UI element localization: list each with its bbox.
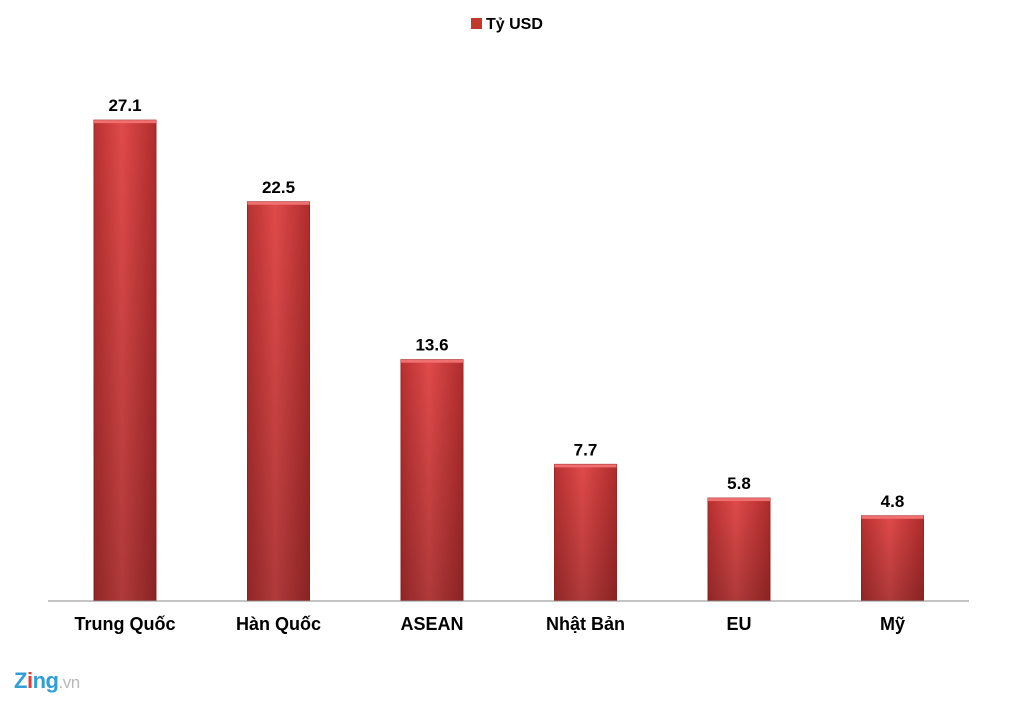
bar-shade bbox=[401, 359, 463, 601]
bar-2 bbox=[247, 201, 310, 602]
category-label: EU bbox=[726, 614, 751, 634]
bar-6 bbox=[861, 515, 924, 602]
value-labels-group: 27.1 22.5 13.6 7.7 5.8 4.8 bbox=[108, 96, 904, 511]
bar-top-highlight bbox=[401, 359, 463, 363]
bar-top-highlight bbox=[554, 464, 617, 468]
bar-3 bbox=[400, 359, 464, 602]
logo-domain: .vn bbox=[58, 673, 80, 692]
bar-top-highlight bbox=[708, 498, 770, 502]
category-label: Hàn Quốc bbox=[236, 614, 321, 634]
logo-letter-i: i bbox=[26, 668, 33, 693]
bar-shade bbox=[554, 464, 617, 601]
chart-legend: Tỷ USD bbox=[471, 16, 543, 33]
legend-swatch bbox=[471, 18, 482, 29]
bar-value-label: 5.8 bbox=[727, 474, 751, 493]
bar-shade bbox=[861, 515, 924, 601]
bar-shade bbox=[94, 120, 156, 601]
category-label: ASEAN bbox=[400, 614, 463, 634]
logo-letters-ng: ng bbox=[32, 668, 59, 693]
category-labels-group: Trung Quốc Hàn Quốc ASEAN Nhật Bản EU Mỹ bbox=[75, 614, 906, 634]
bar-value-label: 27.1 bbox=[108, 96, 141, 115]
bar-value-label: 7.7 bbox=[574, 440, 598, 459]
logo-letter-z: Z bbox=[14, 668, 27, 693]
category-label: Nhật Bản bbox=[546, 614, 625, 634]
category-label: Trung Quốc bbox=[75, 614, 176, 634]
bar-value-label: 4.8 bbox=[881, 492, 905, 511]
bar-4 bbox=[554, 463, 617, 602]
legend-label: Tỷ USD bbox=[486, 16, 543, 33]
bars-group bbox=[93, 119, 924, 602]
zing-logo: Zing.vn bbox=[14, 668, 80, 694]
bar-value-label: 13.6 bbox=[415, 336, 448, 355]
bar-top-highlight bbox=[861, 515, 924, 519]
bar-1 bbox=[93, 119, 157, 602]
bar-shade bbox=[247, 201, 310, 601]
bar-shade bbox=[708, 498, 770, 601]
bar-top-highlight bbox=[94, 120, 156, 124]
category-label: Mỹ bbox=[880, 614, 905, 634]
bar-top-highlight bbox=[247, 201, 310, 205]
bar-5 bbox=[707, 497, 771, 602]
bar-value-label: 22.5 bbox=[262, 178, 295, 197]
